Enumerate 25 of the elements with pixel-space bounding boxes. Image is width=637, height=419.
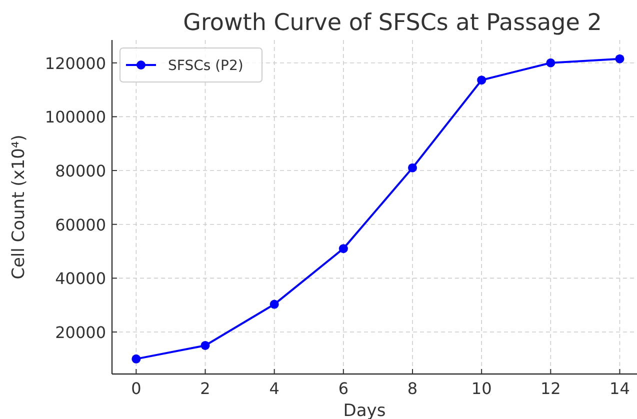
x-tick-label: 2 — [200, 379, 210, 398]
x-tick-label: 8 — [407, 379, 418, 398]
point — [546, 58, 556, 68]
x-tick-label: 4 — [269, 379, 280, 398]
y-axis-title: Cell Count (x10⁴) — [9, 134, 29, 280]
x-tick-label: 12 — [540, 379, 561, 398]
y-tick-label: 60000 — [55, 215, 106, 234]
point — [408, 163, 417, 172]
x-tick-label: 10 — [471, 379, 492, 398]
y-tick-label: 20000 — [55, 323, 106, 342]
point — [338, 244, 348, 254]
y-tick-label: 100000 — [44, 108, 106, 127]
x-tick-label: 6 — [338, 379, 349, 398]
chart-title: Growth Curve of SFSCs at Passage 2 — [183, 10, 602, 36]
legend-label: SFSCs (P2) — [168, 58, 244, 74]
y-tick-label: 120000 — [44, 54, 106, 73]
x-tick-label: 0 — [131, 379, 142, 398]
point — [200, 340, 210, 350]
y-tick-label: 80000 — [55, 162, 106, 181]
x-tick-label: 14 — [610, 379, 630, 398]
point — [132, 354, 141, 364]
point — [477, 76, 486, 85]
point — [270, 300, 279, 309]
point — [615, 54, 624, 64]
y-tick-label: 40000 — [55, 269, 106, 288]
